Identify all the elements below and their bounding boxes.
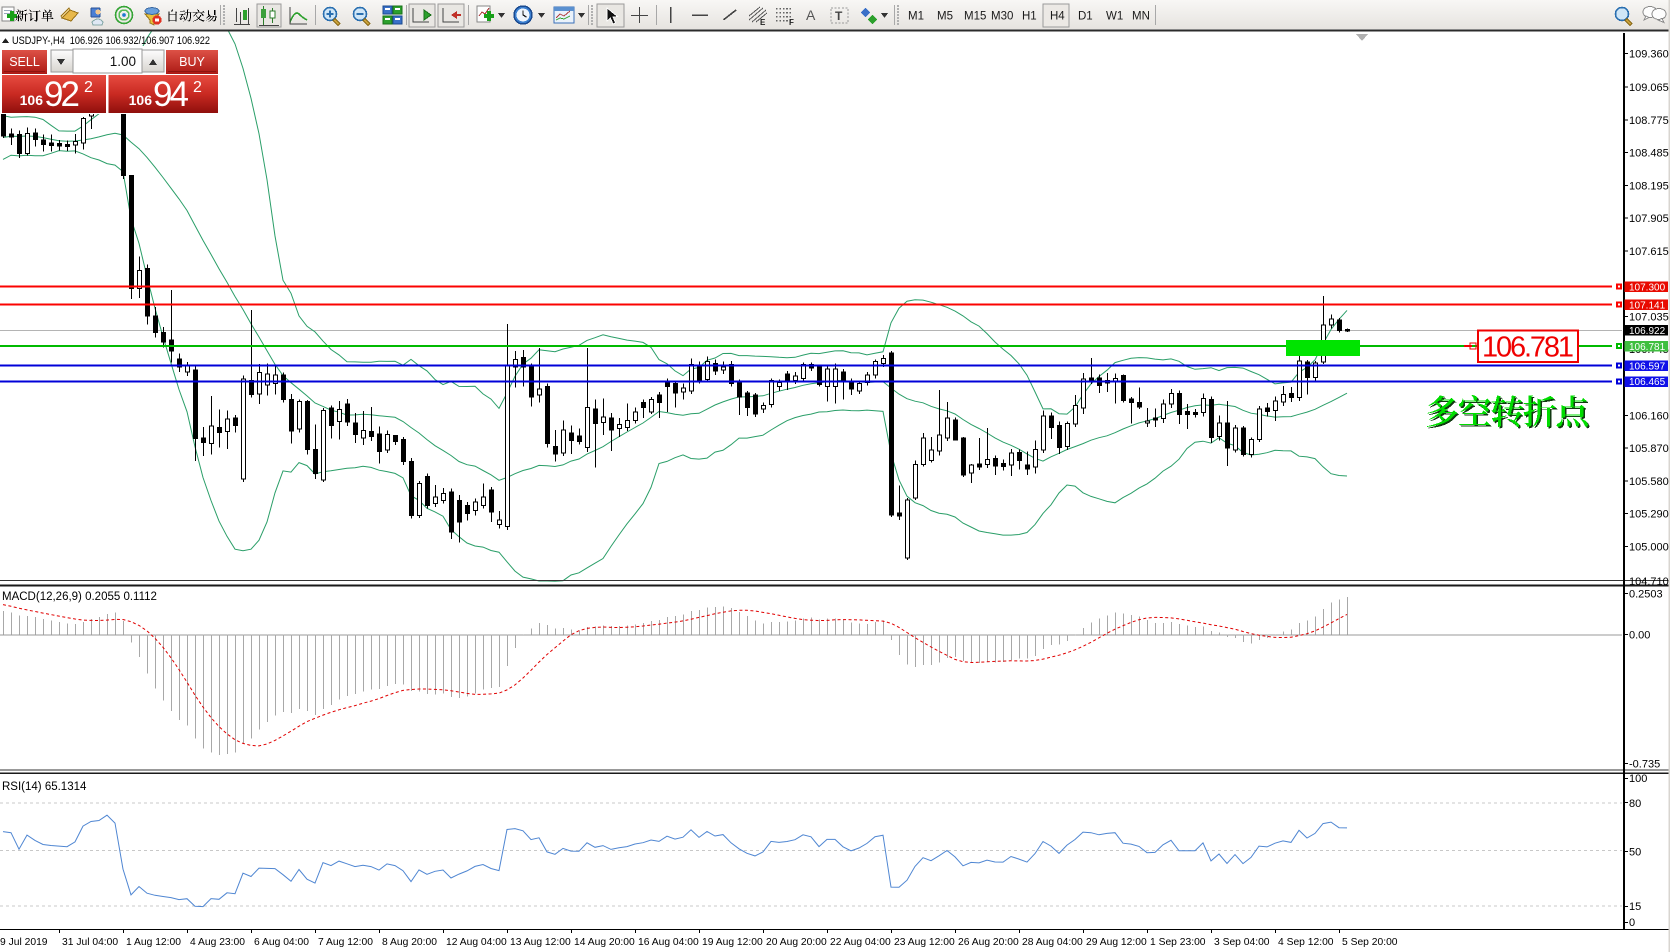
svg-text:MACD(12,26,9) 0.2055 0.1112: MACD(12,26,9) 0.2055 0.1112 <box>2 591 157 603</box>
svg-text:106.597: 106.597 <box>1629 361 1666 372</box>
svg-text:22 Aug 04:00: 22 Aug 04:00 <box>830 937 891 948</box>
svg-text:12 Aug 04:00: 12 Aug 04:00 <box>446 937 507 948</box>
svg-text:109.360: 109.360 <box>1629 49 1669 61</box>
svg-text:108.195: 108.195 <box>1629 180 1669 192</box>
svg-text:T: T <box>835 9 843 23</box>
svg-text:1.00: 1.00 <box>110 54 136 69</box>
svg-text:E: E <box>760 18 766 27</box>
svg-text:108.775: 108.775 <box>1629 115 1669 127</box>
svg-text:M1: M1 <box>908 11 924 23</box>
svg-text:3 Sep 04:00: 3 Sep 04:00 <box>1214 937 1270 948</box>
svg-text:0: 0 <box>1629 917 1635 929</box>
svg-text:107.035: 107.035 <box>1629 311 1669 323</box>
svg-text:105.580: 105.580 <box>1629 476 1669 488</box>
svg-text:107.615: 107.615 <box>1629 246 1669 258</box>
svg-text:104.710: 104.710 <box>1629 576 1669 588</box>
svg-text:F: F <box>789 18 794 27</box>
svg-text:8 Aug 20:00: 8 Aug 20:00 <box>382 937 437 948</box>
svg-text:31 Jul 04:00: 31 Jul 04:00 <box>62 937 118 948</box>
svg-text:100: 100 <box>1629 773 1647 785</box>
svg-text:107.141: 107.141 <box>1629 300 1666 311</box>
svg-text:H4: H4 <box>1050 11 1065 23</box>
svg-text:16 Aug 04:00: 16 Aug 04:00 <box>638 937 699 948</box>
svg-text:26 Aug 20:00: 26 Aug 20:00 <box>958 937 1019 948</box>
svg-text:80: 80 <box>1629 798 1641 810</box>
svg-text:D1: D1 <box>1078 11 1093 23</box>
svg-text:13 Aug 12:00: 13 Aug 12:00 <box>510 937 571 948</box>
svg-text:2: 2 <box>84 79 93 96</box>
svg-text:107.300: 107.300 <box>1629 282 1666 293</box>
svg-text:15: 15 <box>1629 901 1641 913</box>
svg-text:107.905: 107.905 <box>1629 213 1669 225</box>
svg-text:H1: H1 <box>1022 11 1037 23</box>
svg-text:5 Sep 20:00: 5 Sep 20:00 <box>1342 937 1398 948</box>
svg-text:14 Aug 20:00: 14 Aug 20:00 <box>574 937 635 948</box>
svg-text:M5: M5 <box>937 11 953 23</box>
svg-text:2: 2 <box>193 79 202 96</box>
svg-text:94: 94 <box>153 75 189 114</box>
svg-text:92: 92 <box>44 75 80 114</box>
svg-text:-0.735: -0.735 <box>1629 758 1660 770</box>
svg-text:RSI(14) 65.1314: RSI(14) 65.1314 <box>2 781 87 793</box>
svg-text:109.065: 109.065 <box>1629 82 1669 94</box>
svg-text:106: 106 <box>129 92 153 108</box>
svg-text:108.485: 108.485 <box>1629 148 1669 160</box>
svg-text:9 Jul 2019: 9 Jul 2019 <box>0 937 48 948</box>
svg-text:4 Sep 12:00: 4 Sep 12:00 <box>1278 937 1334 948</box>
svg-text:BUY: BUY <box>179 55 205 69</box>
svg-text:0.2503: 0.2503 <box>1629 589 1663 601</box>
svg-text:19 Aug 12:00: 19 Aug 12:00 <box>702 937 763 948</box>
svg-text:M30: M30 <box>991 11 1013 23</box>
svg-text:4 Aug 23:00: 4 Aug 23:00 <box>190 937 245 948</box>
svg-text:28 Aug 04:00: 28 Aug 04:00 <box>1022 937 1083 948</box>
svg-text:106.465: 106.465 <box>1629 377 1666 388</box>
svg-text:W1: W1 <box>1106 11 1123 23</box>
svg-text:23 Aug 12:00: 23 Aug 12:00 <box>894 937 955 948</box>
svg-text:106.781: 106.781 <box>1482 332 1574 364</box>
svg-text:SELL: SELL <box>9 55 40 69</box>
svg-text:105.290: 105.290 <box>1629 509 1669 521</box>
svg-text:M15: M15 <box>964 11 986 23</box>
svg-text:1 Sep 23:00: 1 Sep 23:00 <box>1150 937 1206 948</box>
svg-text:105.000: 105.000 <box>1629 541 1669 553</box>
svg-text:106.922: 106.922 <box>1629 326 1666 337</box>
svg-text:29 Aug 12:00: 29 Aug 12:00 <box>1086 937 1147 948</box>
svg-text:106.160: 106.160 <box>1629 410 1669 422</box>
svg-text:106.781: 106.781 <box>1629 342 1666 353</box>
svg-text:20 Aug 20:00: 20 Aug 20:00 <box>766 937 827 948</box>
svg-text:50: 50 <box>1629 846 1641 858</box>
svg-text:106: 106 <box>20 92 44 108</box>
svg-text:A: A <box>806 7 816 23</box>
svg-text:USDJPY-,H4 106.926 106.932/10: USDJPY-,H4 106.926 106.932/106.907 106.9… <box>12 35 210 47</box>
svg-text:0.00: 0.00 <box>1629 629 1650 641</box>
svg-text:MN: MN <box>1132 11 1150 23</box>
svg-text:7 Aug 12:00: 7 Aug 12:00 <box>318 937 373 948</box>
svg-text:105.870: 105.870 <box>1629 443 1669 455</box>
svg-text:6 Aug 04:00: 6 Aug 04:00 <box>254 937 309 948</box>
svg-text:1 Aug 12:00: 1 Aug 12:00 <box>126 937 181 948</box>
